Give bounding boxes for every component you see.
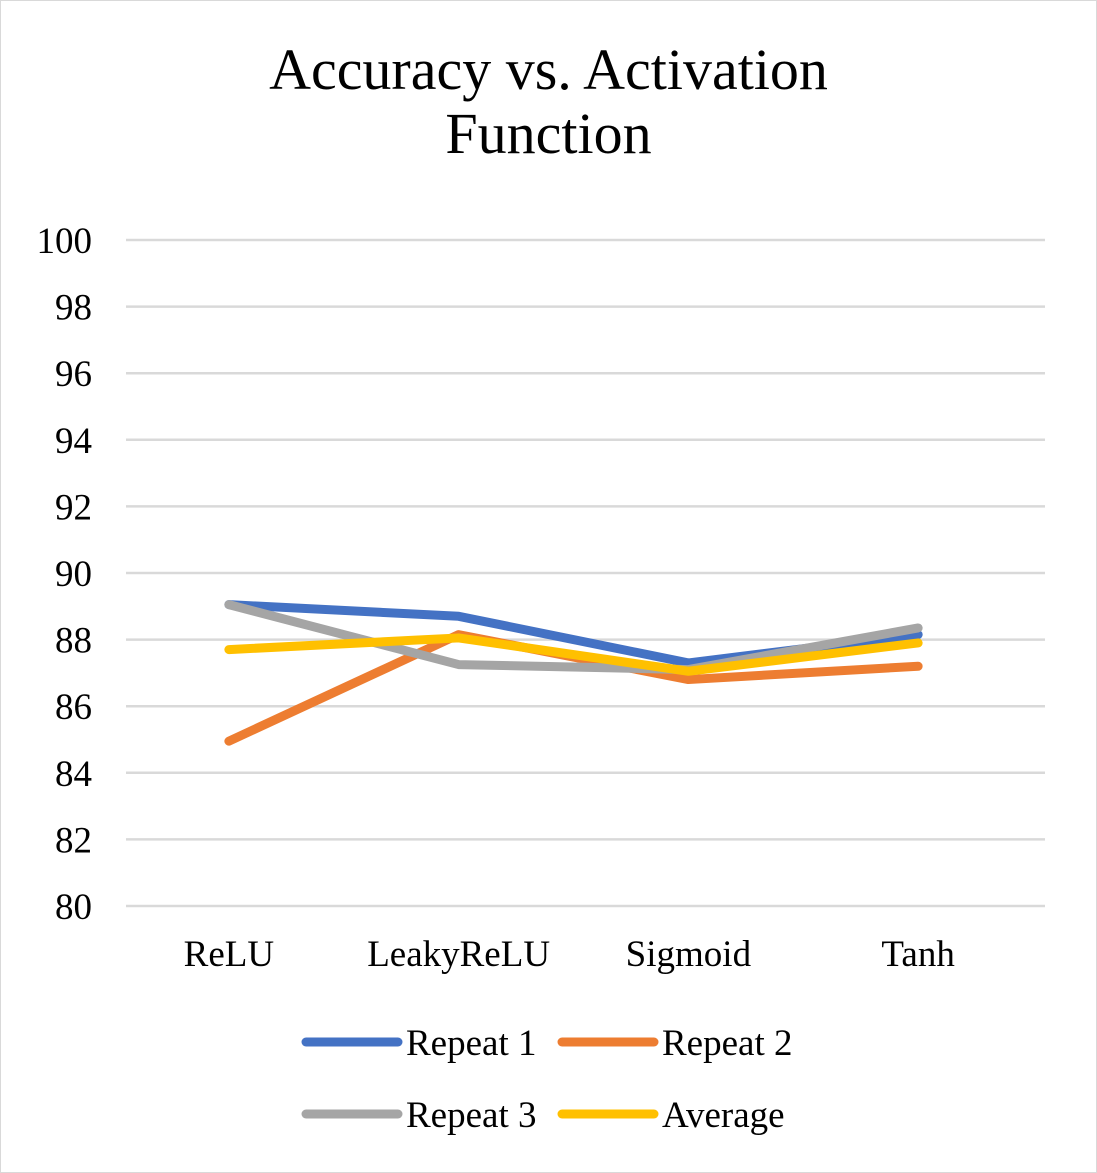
- legend-label-4: Average: [662, 1095, 785, 1136]
- chart-title-line-2: Function: [445, 101, 652, 166]
- x-tick-label: ReLU: [184, 934, 274, 975]
- y-tick-label: 96: [55, 354, 92, 395]
- series-line-3: [224, 600, 923, 675]
- y-tick-label: 100: [37, 221, 93, 262]
- y-tick-label: 80: [55, 887, 92, 928]
- x-tick-label: LeakyReLU: [367, 934, 550, 975]
- x-tick-label: Tanh: [881, 934, 955, 975]
- y-tick-label: 94: [55, 421, 92, 462]
- series-lines: [224, 600, 923, 746]
- y-tick-label: 82: [55, 820, 92, 861]
- x-axis-tick-labels: ReLU LeakyReLU Sigmoid Tanh: [184, 934, 956, 975]
- y-tick-label: 86: [55, 687, 92, 728]
- chart-title: Accuracy vs. Activation Function: [0, 38, 1097, 166]
- y-tick-label: 88: [55, 621, 92, 662]
- y-tick-label: 84: [55, 754, 92, 795]
- legend: Repeat 1 Repeat 2 Repeat 3 Average: [301, 1023, 792, 1136]
- legend-label-3: Repeat 3: [406, 1095, 536, 1136]
- gridlines: [126, 238, 1045, 908]
- y-tick-label: 98: [55, 288, 92, 329]
- y-tick-label: 92: [55, 487, 92, 528]
- chart-title-line-1: Accuracy vs. Activation: [269, 37, 828, 102]
- legend-label-1: Repeat 1: [406, 1023, 536, 1064]
- series-line-4: [224, 633, 923, 676]
- x-tick-label: Sigmoid: [626, 934, 752, 975]
- legend-label-2: Repeat 2: [662, 1023, 792, 1064]
- y-axis-tick-labels: 80 82 84 86 88 90 92 94 96 98 100: [37, 221, 93, 928]
- y-tick-label: 90: [55, 554, 92, 595]
